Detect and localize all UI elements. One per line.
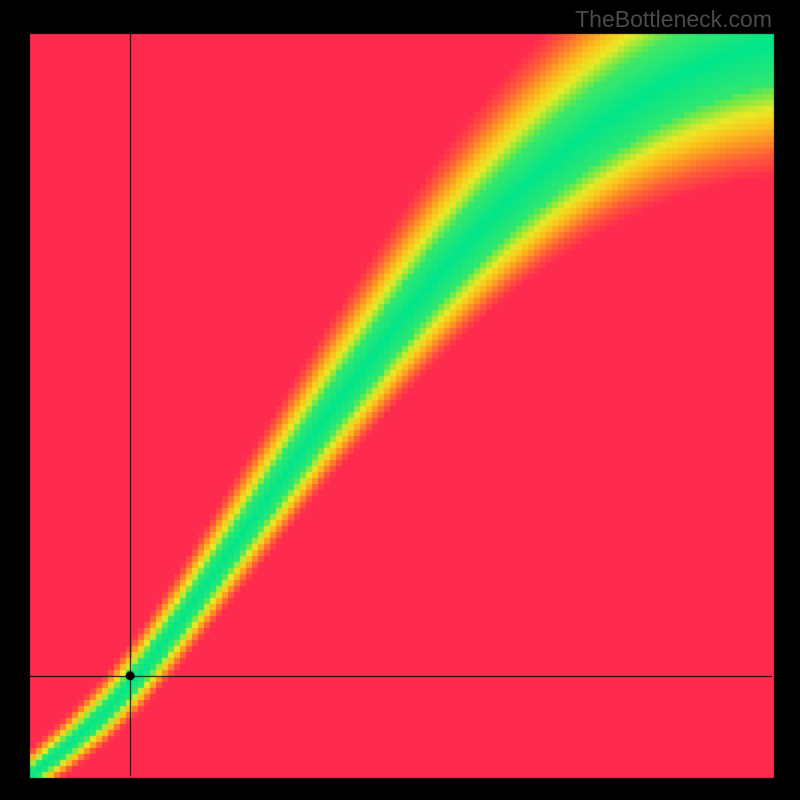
watermark-text: TheBottleneck.com bbox=[575, 6, 772, 33]
bottleneck-heatmap: TheBottleneck.com bbox=[0, 0, 800, 800]
heatmap-canvas bbox=[0, 0, 800, 800]
